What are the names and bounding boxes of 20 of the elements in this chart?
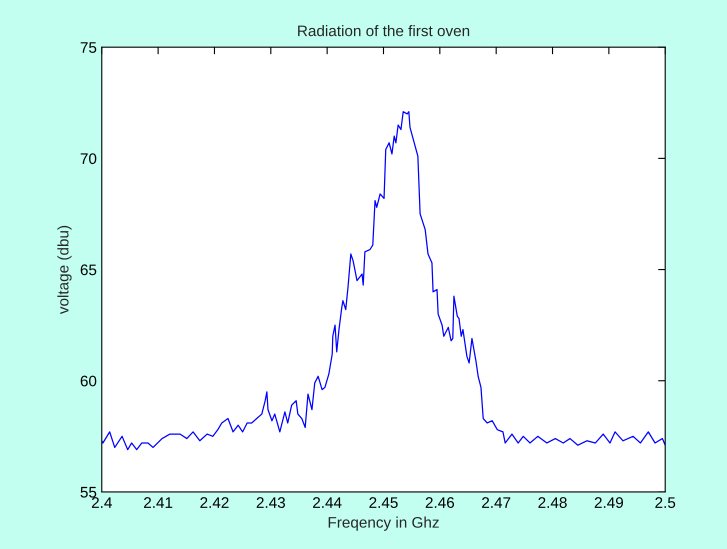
y-tick-label: 55 xyxy=(80,486,96,498)
x-tick-label: 2.44 xyxy=(313,497,342,508)
x-tick-label: 2.49 xyxy=(594,497,624,508)
y-tick-label: 70 xyxy=(80,153,96,164)
x-tick-label: 2.5 xyxy=(655,497,676,508)
y-tick-label: 60 xyxy=(80,376,96,386)
x-tick-label: 2.4 xyxy=(92,497,112,508)
x-tick-label: 2.42 xyxy=(200,497,229,508)
line-series xyxy=(102,111,666,450)
x-tick-label: 2.47 xyxy=(482,497,510,508)
x-tick-label: 2.43 xyxy=(256,497,286,508)
y-tick-label: 75 xyxy=(80,42,96,53)
x-tick-label: 2.48 xyxy=(538,497,567,508)
x-tick-label: 2.46 xyxy=(426,497,454,508)
y-axis-title: voltage (dbu) xyxy=(57,226,72,314)
y-tick-label: 65 xyxy=(80,264,96,276)
x-tick-label: 2.41 xyxy=(144,497,172,508)
x-tick-label: 2.45 xyxy=(369,497,398,508)
chart-title: Radiation of the first oven xyxy=(298,25,470,36)
x-axis-title: Freqency in Ghz xyxy=(328,516,439,531)
